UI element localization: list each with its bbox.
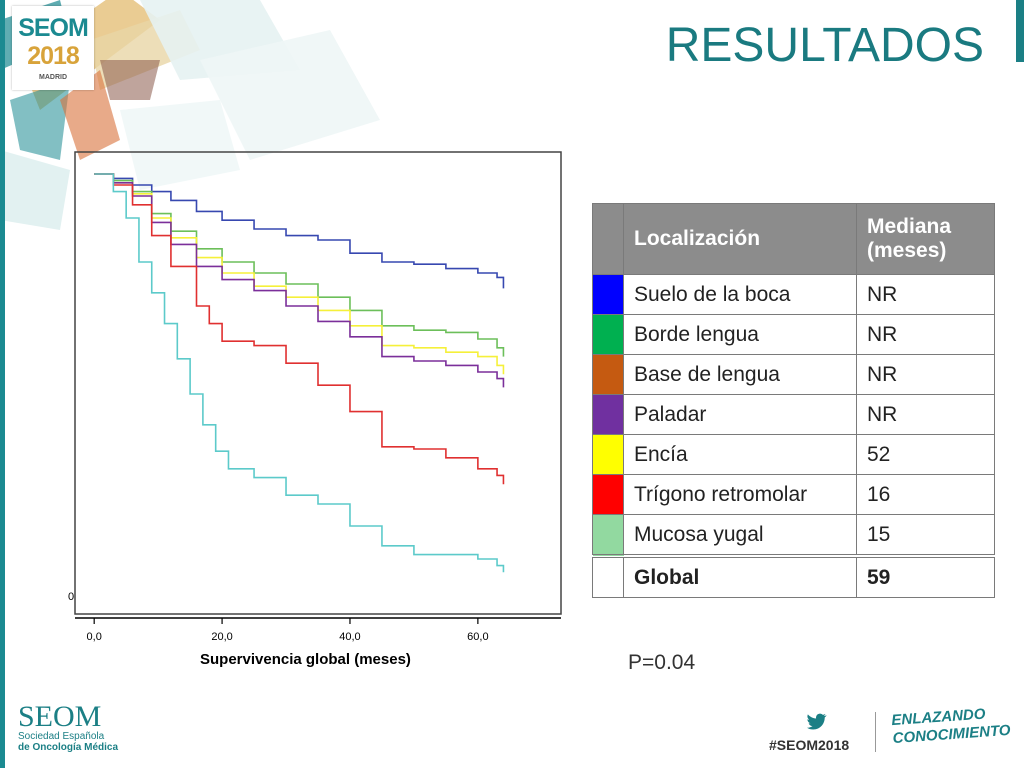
color-swatch — [592, 474, 624, 515]
row-value: 52 — [856, 434, 995, 475]
survival-chart-svg: 0,0 20,0 40,0 60,0 Supervivencia global (me… — [68, 151, 562, 668]
plot-frame — [74, 151, 562, 615]
survival-curve-1 — [94, 173, 505, 357]
row-label: Base de lengua — [623, 354, 857, 395]
survival-chart: 0,0 20,0 40,0 60,0 Supervivencia global (me… — [60, 148, 580, 678]
header-location: Localización — [623, 203, 857, 275]
global-value: 59 — [856, 554, 995, 598]
x-tick-label: 60,0 — [467, 631, 488, 643]
color-swatch — [592, 314, 624, 355]
decorative-header-graphic — [0, 0, 380, 230]
row-label: Suelo de la boca — [623, 274, 857, 315]
table-header-row: Localización Mediana (meses) — [592, 203, 995, 275]
table-row: Borde lengua NR — [592, 314, 995, 355]
header-median: Mediana (meses) — [856, 203, 995, 275]
logo-name: SEOM — [18, 14, 89, 42]
hashtag: #SEOM2018 — [769, 737, 850, 753]
row-label: Borde lengua — [623, 314, 857, 355]
page-title: RESULTADOS — [665, 19, 984, 72]
x-tick-label: 0,0 — [87, 631, 102, 643]
table-row: Suelo de la boca NR — [592, 274, 995, 315]
row-value: 16 — [856, 474, 995, 515]
footer-org-logo: SEOM — [18, 700, 102, 733]
twitter-icon — [807, 713, 827, 730]
x-axis-title: Supervivencia global (meses) — [200, 651, 411, 668]
row-label: Trígono retromolar — [623, 474, 857, 515]
row-value: NR — [856, 354, 995, 395]
global-color-cell — [592, 554, 624, 598]
table-row-global: Global 59 — [592, 554, 995, 598]
right-accent-bar — [1016, 0, 1024, 62]
row-label: Encía — [623, 434, 857, 475]
global-label: Global — [623, 554, 857, 598]
table-row: Paladar NR — [592, 394, 995, 435]
row-value: NR — [856, 394, 995, 435]
color-swatch — [592, 514, 624, 557]
table-row: Trígono retromolar 16 — [592, 474, 995, 515]
footer-org-line1: Sociedad Española — [18, 731, 105, 742]
survival-curve-3 — [94, 173, 505, 388]
y-tick-label: 0 — [68, 591, 74, 603]
left-accent-bar — [0, 0, 5, 768]
row-value: NR — [856, 274, 995, 315]
header-color-cell — [592, 203, 624, 275]
color-swatch — [592, 394, 624, 435]
table-row: Encía 52 — [592, 434, 995, 475]
logo-city: MADRID — [39, 74, 67, 81]
row-label: Mucosa yugal — [623, 514, 857, 557]
row-value: NR — [856, 314, 995, 355]
logo-year: 2018 — [27, 42, 80, 70]
results-table: Localización Mediana (meses) Suelo de la… — [592, 203, 995, 598]
row-label: Paladar — [623, 394, 857, 435]
footer-divider — [875, 712, 876, 752]
p-value: P=0.04 — [628, 651, 696, 674]
color-swatch — [592, 354, 624, 395]
x-tick-label: 20,0 — [211, 631, 232, 643]
footer-org-name: Sociedad Española de Oncología Médica — [18, 731, 118, 753]
survival-curve-4 — [94, 173, 505, 485]
row-value: 15 — [856, 514, 995, 557]
color-swatch — [592, 274, 624, 315]
survival-curve-0 — [94, 173, 505, 289]
slogan: ENLAZANDO CONOCIMIENTO — [891, 704, 1011, 748]
color-swatch — [592, 434, 624, 475]
footer-org-line2: de Oncología Médica — [18, 742, 119, 753]
table-row: Mucosa yugal 15 — [592, 514, 995, 557]
x-tick-label: 40,0 — [339, 631, 360, 643]
survival-curve-5 — [94, 173, 505, 573]
survival-curve-2 — [94, 173, 505, 375]
table-row: Base de lengua NR — [592, 354, 995, 395]
seom-2018-logo: SEOM 2018 MADRID — [12, 6, 94, 90]
